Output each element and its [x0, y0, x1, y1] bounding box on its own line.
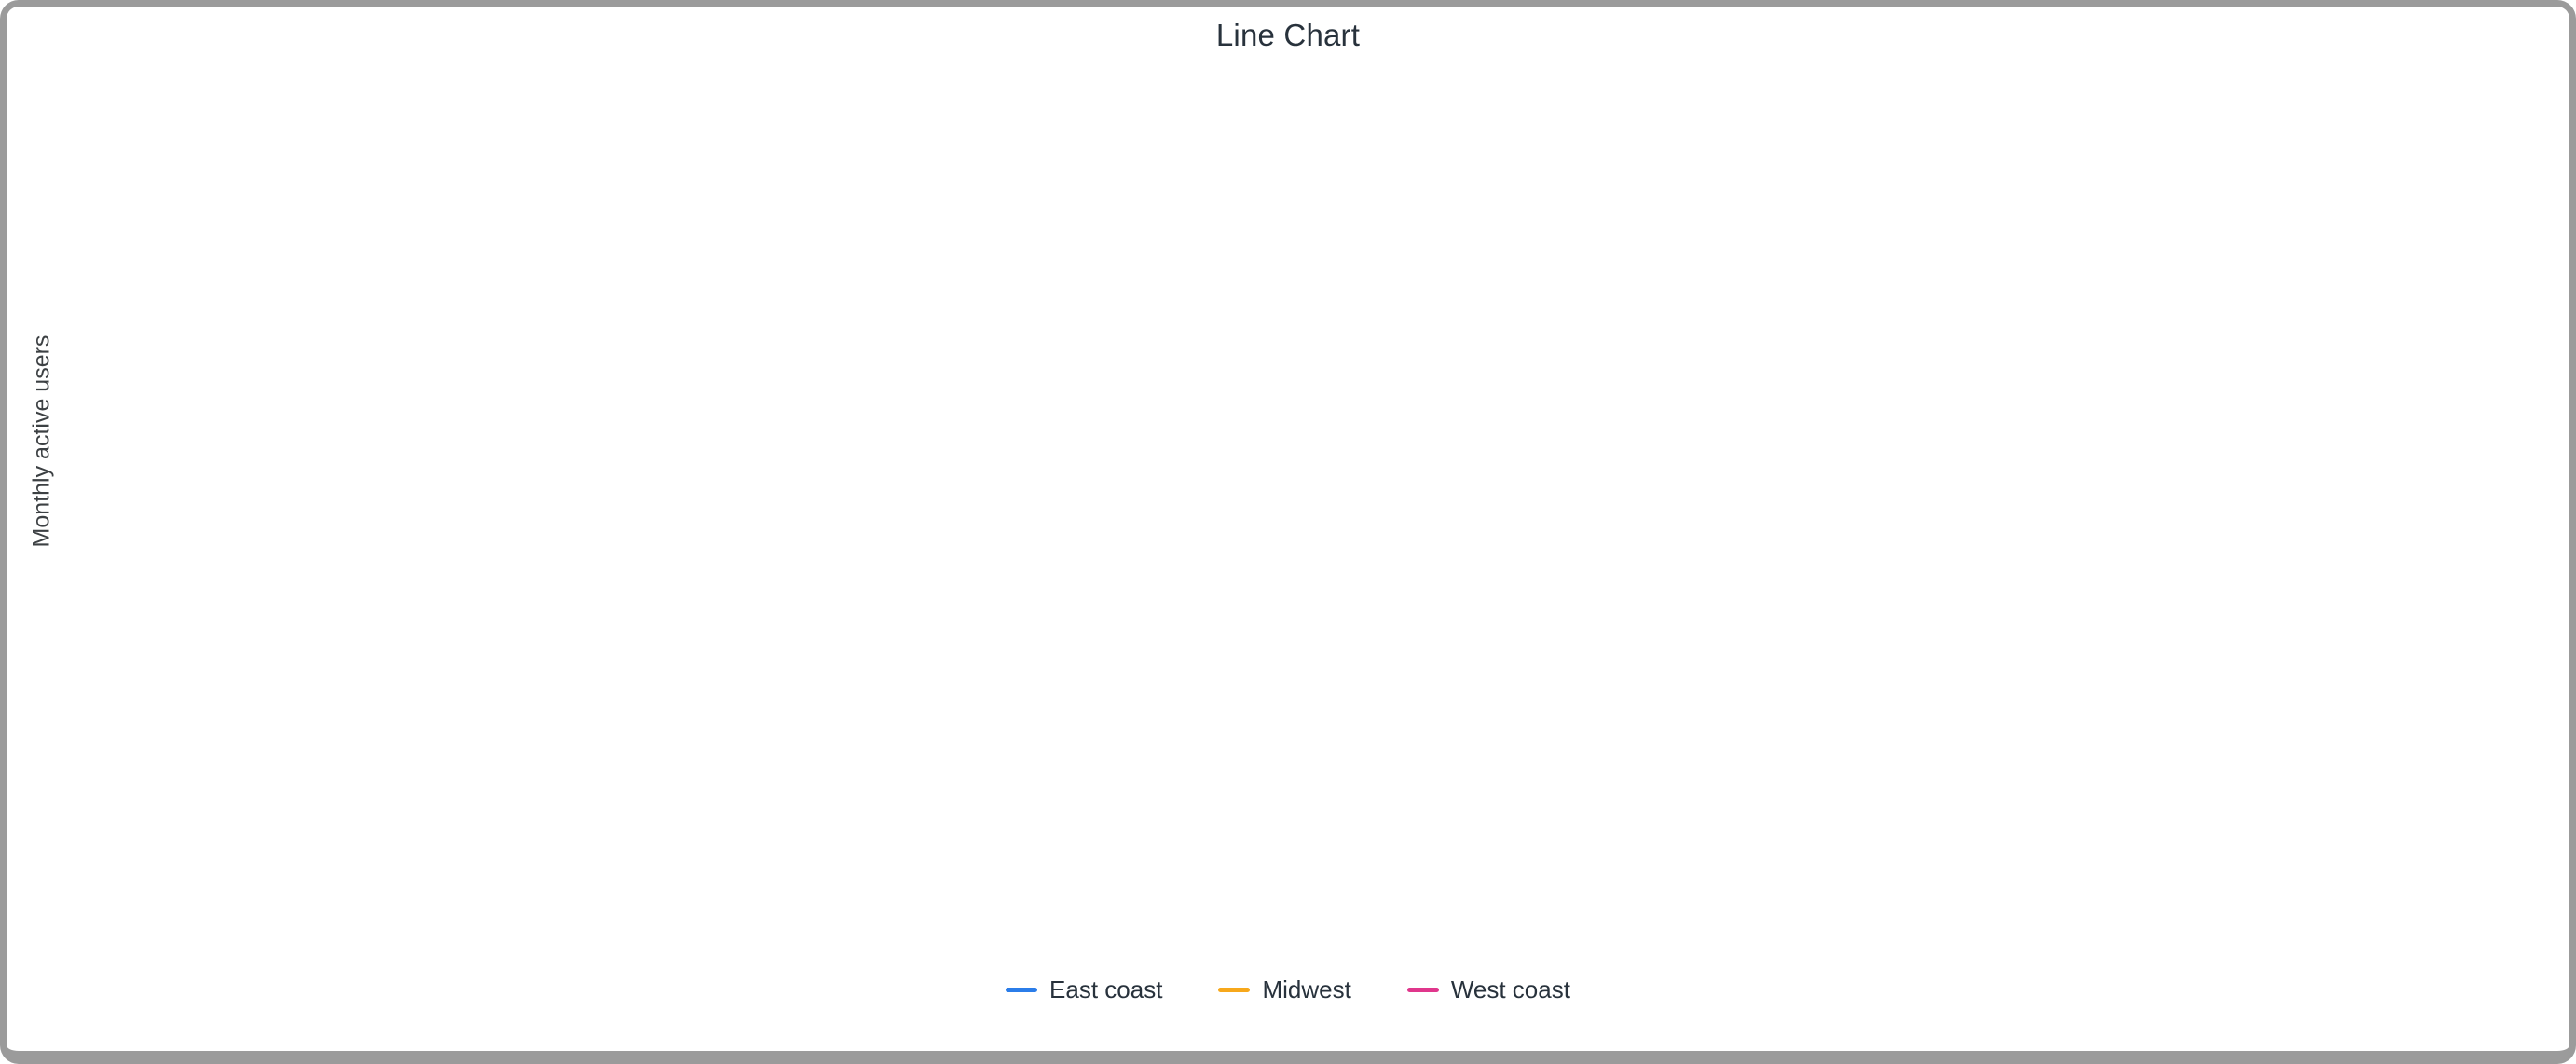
legend-label: West coast — [1450, 975, 1570, 1003]
chart-canvas — [7, 7, 2569, 1051]
legend-item-west-coast[interactable]: West coast — [1406, 975, 1570, 1004]
midwest-line-swatch-icon — [1218, 988, 1251, 992]
legend-item-east-coast[interactable]: East coast — [1006, 975, 1162, 1004]
west-coast-line-swatch-icon — [1406, 988, 1439, 992]
y-axis-title: Monthly active users — [28, 334, 55, 548]
legend: East coast Midwest West coast — [7, 975, 2569, 1004]
legend-item-midwest[interactable]: Midwest — [1218, 975, 1351, 1004]
chart-title: Line Chart — [1215, 18, 1361, 52]
legend-label: East coast — [1049, 975, 1163, 1003]
legend-label: Midwest — [1262, 975, 1351, 1003]
east-coast-line-swatch-icon — [1006, 988, 1038, 992]
